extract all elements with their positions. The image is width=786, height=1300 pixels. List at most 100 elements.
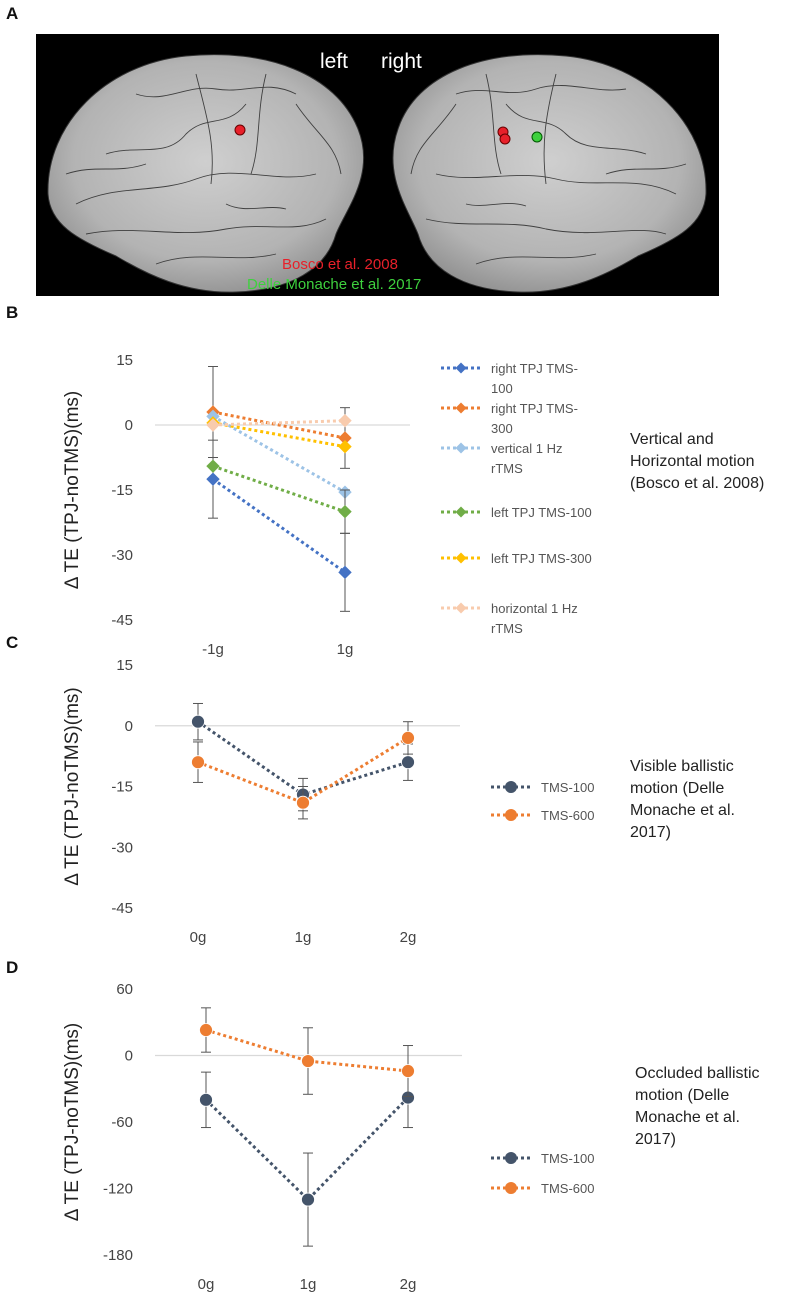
- chart-c-ytick-2: -15: [111, 779, 133, 796]
- chart-d-legend-label-0-0: TMS-100: [541, 1151, 594, 1166]
- chart-d-ytick-2: -60: [111, 1114, 133, 1131]
- panel-letter-d: D: [6, 958, 19, 977]
- caption-c-line-2: motion (Delle: [630, 780, 725, 797]
- chart-b-legend-marker-3: [455, 506, 467, 518]
- study-label-bosco: Bosco et al. 2008: [282, 256, 398, 273]
- caption-d-line-2: motion (Delle: [635, 1087, 730, 1104]
- chart-b-legend-marker-5: [455, 602, 467, 614]
- chart-d-xtick-0: 0g: [198, 1276, 215, 1293]
- chart-b-legend-label-4-0: left TPJ TMS-300: [491, 551, 592, 566]
- chart-b-point-5-1: [338, 413, 352, 428]
- chart-b-point-3-0: [206, 459, 220, 473]
- chart-d-point-1-1: [301, 1054, 315, 1068]
- chart-b-legend-label-0-0: right TPJ TMS-: [491, 361, 578, 376]
- marker-bosco-right-2: [499, 133, 511, 145]
- chart-b-point-0-1: [338, 565, 352, 580]
- chart-b-ylabel: Δ TE (TPJ-noTMS)(ms): [62, 391, 83, 589]
- caption-b: Vertical and Horizontal motion (Bosco et…: [630, 429, 764, 495]
- chart-c-ytick-3: -30: [111, 839, 133, 856]
- chart-c-point-0-2: [401, 755, 415, 770]
- chart-b-legend-label-5-1: rTMS: [491, 621, 523, 636]
- chart-d-point-1-0: [199, 1023, 213, 1037]
- marker-bosco-left: [234, 124, 246, 136]
- chart-c-legend-label-0-0: TMS-100: [541, 780, 594, 795]
- chart-b-ytick-4: -45: [111, 612, 133, 629]
- caption-b-line-2: Horizontal motion: [630, 453, 755, 470]
- chart-b-series-line-2: [212, 415, 346, 494]
- chart-b-legend-label-2-1: rTMS: [491, 461, 523, 476]
- chart-c-xtick-1: 1g: [295, 929, 312, 946]
- chart-c-ytick-0: 15: [116, 657, 133, 674]
- chart-d-ytick-1: 0: [125, 1048, 133, 1065]
- study-label-delle-monache: Delle Monache et al. 2017: [247, 276, 421, 293]
- chart-b-legend-marker-0: [455, 362, 467, 374]
- hemisphere-left-label: left: [320, 50, 348, 73]
- chart-d-series-line-0: [204, 1096, 410, 1202]
- chart-c-point-1-2: [401, 731, 415, 745]
- chart-c-ytick-1: 0: [125, 718, 133, 735]
- chart-b-point-3-1: [338, 504, 352, 519]
- marker-delle-monache: [531, 131, 543, 143]
- caption-c-line-1: Visible ballistic: [630, 758, 734, 775]
- chart-c-legend-label-1-0: TMS-600: [541, 808, 594, 823]
- chart-b-legend-label-1-0: right TPJ TMS-: [491, 401, 578, 416]
- chart-c-ytick-4: -45: [111, 900, 133, 917]
- chart-b-legend-label-2-0: vertical 1 Hz: [491, 441, 563, 456]
- chart-d-ylabel: Δ TE (TPJ-noTMS)(ms): [62, 1023, 83, 1221]
- chart-b-xtick-1: 1g: [337, 641, 354, 658]
- hemisphere-right-label: right: [381, 50, 422, 73]
- panel-letter-a: A: [6, 4, 19, 23]
- chart-b-xtick-0: -1g: [202, 641, 224, 658]
- chart-b-point-0-0: [206, 472, 220, 486]
- chart-d-xtick-1: 1g: [300, 1276, 317, 1293]
- chart-d-point-0-0: [199, 1092, 213, 1107]
- brain-illustration: left right Bosco et al. 2008 Delle Monac…: [47, 50, 707, 293]
- caption-d: Occluded ballistic motion (Delle Monache…: [635, 1063, 760, 1151]
- chart-b-legend-label-1-1: 300: [491, 421, 513, 436]
- right-hemisphere: [392, 54, 707, 293]
- chart-b-legend-marker-2: [455, 442, 467, 454]
- chart-d-ytick-4: -180: [103, 1247, 133, 1264]
- chart-d: 60 0 -60 -120 -180 0g 1g 2g Δ TE (TPJ-noTMS)(ms)…: [62, 981, 594, 1293]
- panel-letter-b: B: [6, 303, 19, 322]
- left-hemisphere: [47, 54, 365, 293]
- chart-b-point-5-0: [206, 418, 220, 432]
- caption-d-line-1: Occluded ballistic: [635, 1065, 760, 1082]
- chart-d-ytick-3: -120: [103, 1181, 133, 1198]
- chart-b-ytick-0: 15: [116, 352, 133, 369]
- chart-b-series-line-5: [212, 419, 346, 427]
- chart-b-point-4-1: [338, 439, 352, 454]
- chart-d-legend-marker-1: [505, 1182, 517, 1194]
- brain-surface-image: left right Bosco et al. 2008 Delle Monac…: [36, 34, 719, 296]
- caption-b-line-3: (Bosco et al. 2008): [630, 475, 765, 492]
- chart-b-legend-label-5-0: horizontal 1 Hz: [491, 601, 578, 616]
- chart-d-legend-marker-0: [505, 1152, 517, 1164]
- caption-d-line-4: 2017): [635, 1131, 676, 1148]
- chart-b-ytick-1: 0: [125, 417, 133, 434]
- chart-c-xtick-0: 0g: [190, 929, 207, 946]
- caption-c: Visible ballistic motion (Delle Monache …: [630, 756, 735, 844]
- chart-c-xtick-2: 2g: [400, 929, 417, 946]
- chart-c-series-line-1: [197, 736, 409, 805]
- caption-b-line-1: Vertical and: [630, 431, 714, 448]
- chart-b-legend-marker-4: [455, 552, 467, 564]
- chart-d-ytick-0: 60: [116, 981, 133, 998]
- chart-b-legend-marker-1: [455, 402, 467, 414]
- chart-c: 15 0 -15 -30 -45 0g 1g 2g Δ TE (TPJ-noTMS)(ms) TM…: [62, 657, 594, 946]
- chart-d-point-0-1: [301, 1192, 315, 1207]
- chart-d-point-1-2: [401, 1064, 415, 1078]
- chart-c-ylabel: Δ TE (TPJ-noTMS)(ms): [62, 687, 83, 885]
- caption-d-line-3: Monache et al.: [635, 1109, 740, 1126]
- chart-b-ytick-2: -15: [111, 482, 133, 499]
- chart-b-series-line-4: [212, 421, 346, 449]
- chart-c-point-1-1: [296, 795, 310, 810]
- chart-b-series-line-0: [212, 477, 346, 574]
- gyri-pattern: [65, 73, 687, 265]
- caption-c-line-3: Monache et al.: [630, 802, 735, 819]
- chart-b-legend-label-0-1: 100: [491, 381, 513, 396]
- chart-c-legend-marker-0: [505, 781, 517, 793]
- chart-c-point-1-0: [191, 755, 205, 770]
- chart-c-point-0-0: [191, 714, 205, 729]
- chart-b-series-line-3: [212, 464, 346, 514]
- panel-letter-c: C: [6, 633, 19, 652]
